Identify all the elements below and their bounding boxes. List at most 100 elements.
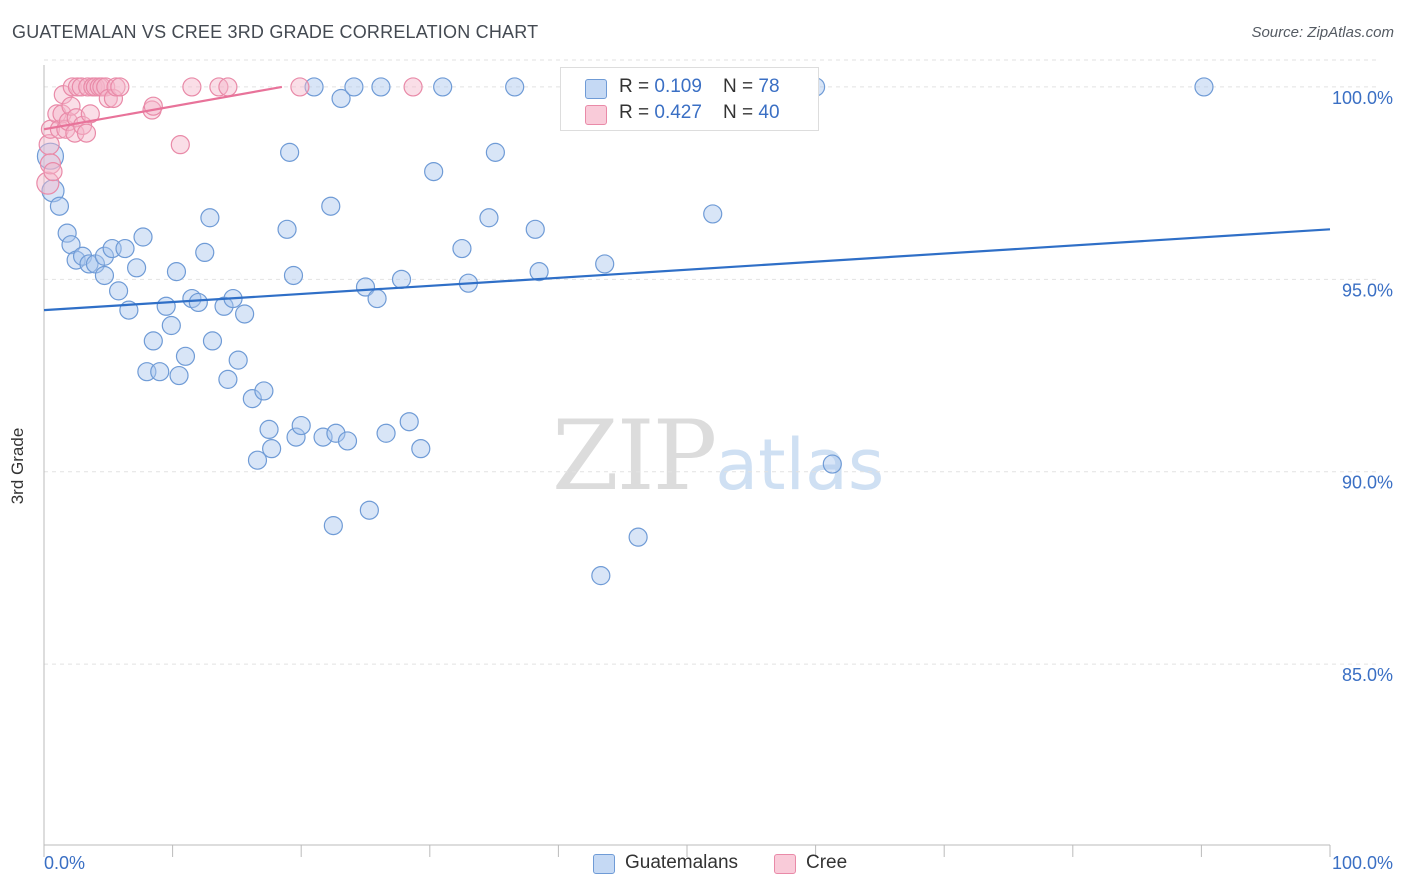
point-guatemalans: [304, 77, 324, 97]
point-guatemalans: [175, 346, 196, 366]
point-guatemalans: [94, 246, 115, 266]
point-guatemalans: [595, 254, 615, 274]
legend-label-guatemalans: Guatemalans: [625, 852, 739, 873]
point-guatemalans: [321, 196, 341, 216]
y-tick-label: 95.0%: [1342, 280, 1393, 300]
trend-line-guatemalans: [43, 228, 1331, 312]
point-guatemalans: [433, 77, 453, 97]
correlation-legend: R = 0.109 N = 78 R = 0.427 N = 40: [560, 67, 819, 131]
point-guatemalans: [703, 204, 723, 224]
point-guatemalans: [49, 196, 70, 216]
point-cree: [290, 77, 310, 97]
point-guatemalans: [262, 439, 282, 459]
legend-n-value-guatemalans: 78: [758, 76, 780, 97]
point-guatemalans: [344, 77, 364, 97]
y-tick-label: 85.0%: [1342, 665, 1393, 685]
point-guatemalans: [218, 369, 238, 389]
legend-r-value-cree: 0.427: [654, 102, 702, 123]
point-guatemalans: [326, 423, 346, 443]
point-guatemalans: [1194, 77, 1214, 97]
point-guatemalans: [505, 77, 525, 97]
legend-r-value-guatemalans: 0.109: [654, 76, 702, 97]
point-guatemalans: [277, 219, 297, 239]
point-guatemalans: [371, 77, 391, 97]
point-guatemalans: [259, 419, 279, 440]
point-guatemalans: [108, 281, 129, 301]
point-guatemalans: [235, 304, 255, 324]
point-guatemalans: [452, 238, 472, 259]
point-guatemalans: [286, 427, 306, 447]
point-guatemalans: [61, 235, 81, 255]
point-guatemalans: [126, 258, 147, 278]
point-guatemalans: [242, 389, 262, 409]
point-guatemalans: [166, 262, 187, 282]
watermark: ZIPatlas: [552, 400, 884, 512]
source-label: Source: ZipAtlas.com: [1251, 24, 1394, 41]
point-guatemalans: [115, 238, 135, 259]
series-legend: Guatemalans Cree: [0, 852, 1406, 876]
point-guatemalans: [94, 265, 115, 286]
point-guatemalans: [57, 223, 77, 243]
chart-title: GUATEMALAN VS CREE 3RD GRADE CORRELATION…: [12, 22, 539, 42]
legend-label-cree: Cree: [806, 852, 848, 873]
x-tick-label-max: 100.0%: [1332, 853, 1393, 873]
point-guatemalans: [200, 208, 220, 228]
legend-swatch-cree: [774, 854, 796, 874]
point-guatemalans: [254, 381, 274, 401]
point-guatemalans: [525, 219, 545, 239]
point-guatemalans: [628, 527, 648, 547]
point-guatemalans: [36, 142, 65, 170]
point-guatemalans: [591, 566, 611, 586]
legend-n-value-cree: 40: [758, 102, 780, 123]
point-guatemalans: [359, 500, 379, 520]
point-guatemalans: [331, 88, 351, 109]
point-cree: [170, 135, 190, 155]
point-guatemalans: [367, 288, 387, 309]
point-guatemalans: [485, 142, 505, 162]
point-guatemalans: [228, 350, 248, 370]
point-guatemalans: [133, 227, 153, 247]
point-guatemalans: [411, 439, 431, 459]
point-guatemalans: [161, 315, 181, 336]
point-guatemalans: [291, 415, 311, 436]
y-tick-label: 90.0%: [1342, 473, 1393, 493]
point-guatemalans: [283, 265, 304, 286]
point-guatemalans: [337, 431, 358, 451]
point-guatemalans: [529, 262, 549, 282]
point-cree: [61, 96, 81, 116]
point-cree: [143, 96, 163, 116]
point-cree: [182, 77, 202, 97]
point-guatemalans: [247, 450, 268, 470]
point-cree: [76, 123, 97, 143]
point-guatemalans: [376, 423, 396, 443]
point-guatemalans: [150, 362, 170, 382]
point-guatemalans: [479, 208, 499, 228]
point-cree: [38, 134, 60, 156]
point-cree: [103, 88, 124, 109]
point-cree: [218, 77, 238, 97]
point-guatemalans: [143, 331, 163, 351]
legend-r-label: R =: [619, 102, 655, 123]
point-cree: [80, 104, 100, 124]
legend-r-label: R =: [619, 76, 655, 97]
point-cree: [36, 171, 60, 195]
legend-n-label: N =: [723, 76, 759, 97]
point-guatemalans: [822, 454, 842, 474]
point-guatemalans: [355, 277, 376, 297]
point-guatemalans: [323, 516, 343, 536]
point-cree: [43, 161, 63, 182]
point-guatemalans: [169, 365, 189, 386]
point-guatemalans: [188, 292, 208, 313]
point-cree: [96, 77, 116, 97]
point-guatemalans: [424, 161, 444, 182]
point-guatemalans: [391, 269, 412, 289]
watermark-atlas: atlas: [715, 424, 885, 506]
point-cree: [98, 88, 118, 109]
trend-line-cree: [43, 85, 283, 131]
watermark-zip: ZIP: [552, 400, 717, 512]
point-guatemalans: [202, 331, 223, 351]
point-guatemalans: [313, 427, 333, 447]
point-guatemalans: [156, 296, 176, 316]
point-cree: [39, 153, 62, 175]
legend-swatch-cree: [585, 105, 607, 125]
